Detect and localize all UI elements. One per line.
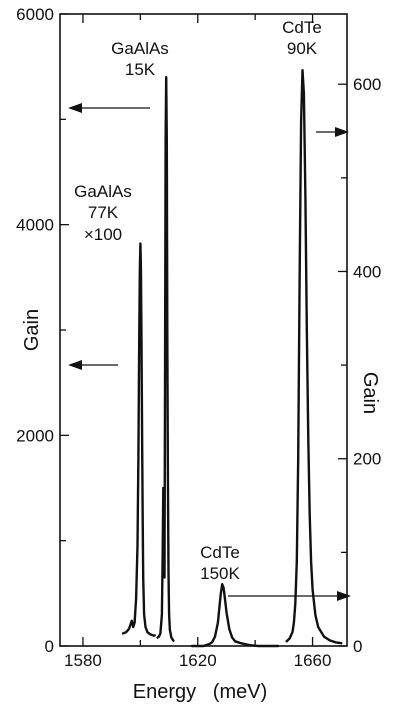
right-y-tick-label-0: 0	[353, 637, 362, 656]
annotation-cdte-90k-line2: 90K	[287, 39, 318, 58]
left-y-tick-label-4000: 4000	[16, 216, 54, 235]
right-y-tick-label-400: 400	[353, 262, 381, 281]
x-tick-label-1580: 1580	[64, 651, 102, 670]
right-y-tick-label-600: 600	[353, 75, 381, 94]
annotation-gaalas-15k-line1: GaAlAs	[111, 39, 169, 58]
series-cdte-150k	[190, 583, 280, 648]
series-gaalas-15k	[156, 75, 175, 642]
x-tick-label-1620: 1620	[179, 651, 217, 670]
left-y-tick-label-0: 0	[45, 637, 54, 656]
left-y-tick-label-6000: 6000	[16, 5, 54, 24]
arrow-cdte-150k-to-right-axis	[228, 591, 351, 601]
x-axis-title: Energy (meV)	[133, 681, 267, 703]
annotation-gaalas-15k: GaAlAs 15K	[111, 39, 169, 79]
annotation-gaalas-77k: GaAlAs 77K ×100	[74, 182, 132, 244]
arrow-gaalas-77k-to-left-axis	[68, 360, 118, 370]
arrow-gaalas-15k-to-left-axis	[68, 103, 150, 113]
annotation-cdte-150k: CdTe 150K	[200, 543, 240, 583]
annotation-gaalas-15k-line2: 15K	[125, 60, 156, 79]
right-y-axis-title: Gain	[359, 372, 381, 414]
data-series	[121, 68, 343, 648]
arrow-cdte-90k-to-right-axis	[316, 127, 349, 137]
annotation-cdte-90k-line1: CdTe	[282, 18, 322, 37]
left-y-tick-label-2000: 2000	[16, 426, 54, 445]
annotation-gaalas-77k-line3: ×100	[84, 225, 122, 244]
right-y-tick-label-200: 200	[353, 450, 381, 469]
annotation-cdte-150k-line1: CdTe	[200, 543, 240, 562]
x-tick-label-1660: 1660	[294, 651, 332, 670]
annotation-cdte-90k: CdTe 90K	[282, 18, 322, 58]
series-gaalas-77k	[121, 242, 156, 637]
axis-ticks: 1580 1620 1660 0 2000 4000 6000 0 200 400 600	[16, 5, 381, 670]
annotation-cdte-150k-line2: 150K	[200, 564, 240, 583]
annotation-gaalas-77k-line2: 77K	[88, 203, 119, 222]
annotation-gaalas-77k-line1: GaAlAs	[74, 182, 132, 201]
left-y-axis-title: Gain	[21, 309, 43, 351]
series-cdte-90k	[285, 68, 343, 645]
